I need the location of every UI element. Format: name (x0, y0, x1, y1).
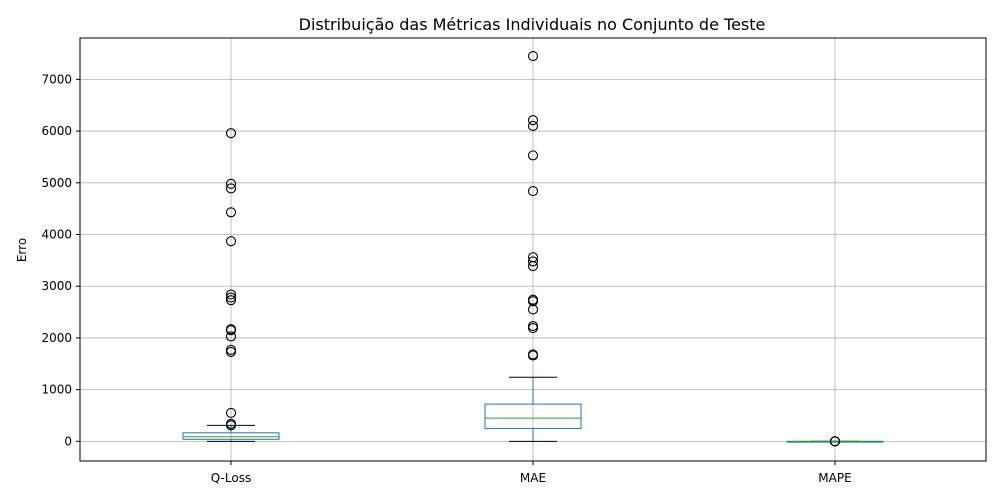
outlier-point (225, 128, 237, 139)
x-tick-label: MAPE (818, 471, 851, 485)
y-tick-label: 5000 (41, 176, 72, 190)
outlier-point (527, 304, 539, 315)
y-tick-label: 4000 (41, 228, 72, 242)
outlier-point (527, 260, 539, 272)
outlier-point (225, 178, 237, 189)
box-q-loss (182, 432, 280, 440)
outlier-point (225, 295, 237, 306)
outlier-point (225, 346, 237, 357)
outlier-point (829, 436, 841, 447)
outlier-point (225, 289, 237, 300)
y-tick-label: 7000 (41, 72, 72, 86)
outlier-point (527, 51, 539, 62)
outlier-point (527, 323, 539, 334)
outlier-point (527, 350, 539, 361)
x-tick-label: Q-Loss (211, 471, 251, 485)
outlier-point (225, 183, 237, 194)
outlier-point (225, 331, 237, 342)
outlier-point (225, 236, 237, 247)
y-axis-label: Erro (15, 238, 29, 262)
y-tick-label: 2000 (41, 331, 72, 345)
outlier-point (225, 292, 237, 303)
y-tick-label: 6000 (41, 124, 72, 138)
y-tick-label: 3000 (41, 279, 72, 293)
outlier-point (527, 120, 539, 131)
outlier-point (225, 207, 237, 218)
outlier-point (225, 407, 237, 418)
outlier-point (527, 115, 539, 126)
outlier-point (527, 150, 539, 161)
outlier-point (527, 256, 539, 267)
x-tick-label: MAE (520, 471, 546, 485)
plot-area: 0 1000 2000 3000 4000 5000 6000 7000 Q-Loss MAE MA… (41, 37, 987, 485)
y-tick-label: 0 (64, 434, 72, 448)
outlier-point (527, 186, 539, 197)
outlier-point (225, 325, 237, 336)
outlier-point (225, 420, 237, 431)
outlier-point (527, 296, 539, 307)
box-mae (484, 403, 582, 429)
chart-title: Distribuição das Métricas Individuais no… (299, 15, 766, 34)
y-tick-label: 1000 (41, 383, 72, 397)
